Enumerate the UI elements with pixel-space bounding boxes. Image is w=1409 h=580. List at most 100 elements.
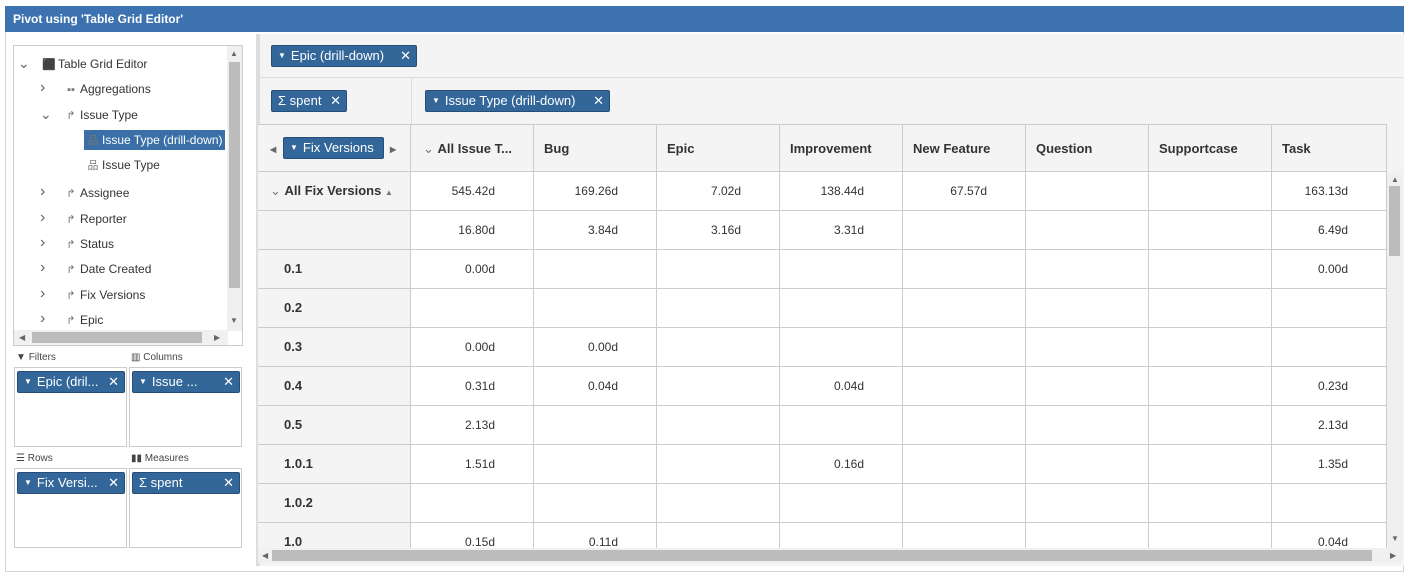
chevron-right-icon[interactable]: › [40, 79, 46, 96]
measures-chip-spent[interactable]: Σ spent ✕ [132, 472, 240, 494]
row-header[interactable] [258, 211, 411, 250]
table-cell[interactable] [780, 250, 903, 289]
table-cell[interactable] [903, 406, 1026, 445]
tree-item[interactable]: ↱ Fix Versions [62, 285, 145, 305]
table-cell[interactable] [903, 484, 1026, 523]
close-icon[interactable]: ✕ [108, 374, 119, 389]
pivot-row-chip[interactable]: ▼ Fix Versions [283, 137, 384, 159]
dropdown-icon[interactable]: ▼ [24, 377, 32, 386]
table-cell[interactable]: 3.16d [657, 211, 780, 250]
filters-chip-epic[interactable]: ▼ Epic (dril... ✕ [17, 371, 125, 393]
table-cell[interactable] [1026, 289, 1149, 328]
table-cell[interactable]: 2.13d [411, 406, 534, 445]
table-cell[interactable]: 169.26d [534, 172, 657, 211]
table-cell[interactable] [780, 484, 903, 523]
table-cell[interactable] [1149, 211, 1272, 250]
close-icon[interactable]: ✕ [330, 93, 341, 108]
table-cell[interactable] [780, 289, 903, 328]
tree-item[interactable]: ↱ Date Created [62, 259, 151, 279]
table-cell[interactable]: 0.04d [534, 367, 657, 406]
table-cell[interactable] [534, 445, 657, 484]
table-cell[interactable] [1272, 289, 1387, 328]
chevron-right-icon[interactable]: › [40, 183, 46, 200]
table-cell[interactable]: 0.00d [411, 328, 534, 367]
table-cell[interactable]: 3.31d [780, 211, 903, 250]
table-cell[interactable] [657, 406, 780, 445]
tree-item[interactable]: ↱ Issue Type [62, 105, 137, 125]
measures-zone[interactable]: Σ spent ✕ [129, 468, 242, 548]
table-cell[interactable]: 163.13d [1272, 172, 1387, 211]
right-arrow-icon[interactable]: ▶ [390, 145, 397, 154]
close-icon[interactable]: ✕ [223, 475, 234, 490]
tree-item[interactable]: 品 Issue Type [84, 155, 160, 175]
table-cell[interactable] [1149, 289, 1272, 328]
grid-vertical-scrollbar[interactable]: ▲ ▼ [1387, 172, 1402, 548]
row-header[interactable]: 0.1 [258, 250, 411, 289]
table-cell[interactable] [903, 211, 1026, 250]
sort-icon[interactable]: ▲ [384, 188, 393, 197]
column-header[interactable]: Epic [657, 124, 780, 172]
chevron-down-icon[interactable]: ⌄ [270, 183, 285, 198]
close-icon[interactable]: ✕ [593, 93, 604, 108]
table-cell[interactable] [1149, 172, 1272, 211]
chevron-right-icon[interactable]: › [40, 209, 46, 226]
table-cell[interactable] [1026, 211, 1149, 250]
table-cell[interactable]: 16.80d [411, 211, 534, 250]
row-header[interactable]: 1.0.2 [258, 484, 411, 523]
tree-item[interactable]: ↱ Reporter [62, 209, 126, 229]
chevron-right-icon[interactable]: › [40, 310, 46, 327]
table-cell[interactable]: 3.84d [534, 211, 657, 250]
table-cell[interactable] [1149, 367, 1272, 406]
table-cell[interactable] [780, 406, 903, 445]
table-cell[interactable] [903, 328, 1026, 367]
table-cell[interactable]: 138.44d [780, 172, 903, 211]
chevron-right-icon[interactable]: › [40, 259, 46, 276]
table-cell[interactable] [534, 289, 657, 328]
table-cell[interactable] [1272, 328, 1387, 367]
columns-chip-issue-type[interactable]: ▼ Issue ... ✕ [132, 371, 240, 393]
row-header[interactable]: 0.4 [258, 367, 411, 406]
table-cell[interactable]: 0.31d [411, 367, 534, 406]
table-cell[interactable]: 2.13d [1272, 406, 1387, 445]
table-cell[interactable] [1026, 445, 1149, 484]
dropdown-icon[interactable]: ▼ [24, 478, 32, 487]
left-arrow-icon[interactable]: ◀ [270, 145, 277, 154]
tree-vertical-scrollbar[interactable]: ▲ ▼ [227, 46, 242, 331]
table-cell[interactable] [534, 406, 657, 445]
table-cell[interactable]: 7.02d [657, 172, 780, 211]
filters-zone[interactable]: ▼ Epic (dril... ✕ [14, 367, 127, 447]
tree-item[interactable]: 品 Issue Type (drill-down) [84, 130, 225, 150]
chevron-right-icon[interactable]: › [40, 234, 46, 251]
columns-zone[interactable]: ▼ Issue ... ✕ [129, 367, 242, 447]
column-header[interactable]: Question [1026, 124, 1149, 172]
dropdown-icon[interactable]: ▼ [432, 96, 440, 105]
rows-chip-fix-versions[interactable]: ▼ Fix Versi... ✕ [17, 472, 125, 494]
row-header[interactable]: 0.5 [258, 406, 411, 445]
chevron-down-icon[interactable]: ⌄ [423, 141, 438, 156]
column-header[interactable]: New Feature [903, 124, 1026, 172]
chevron-down-icon[interactable]: ⌄ [40, 106, 52, 122]
table-cell[interactable] [657, 289, 780, 328]
row-header[interactable]: ⌄ All Fix Versions ▲ [258, 172, 411, 211]
column-header[interactable]: Bug [534, 124, 657, 172]
table-cell[interactable]: 1.35d [1272, 445, 1387, 484]
table-cell[interactable] [1149, 406, 1272, 445]
tree-horizontal-scrollbar[interactable]: ◀ ▶ [14, 330, 228, 345]
table-cell[interactable]: 67.57d [903, 172, 1026, 211]
table-cell[interactable] [903, 445, 1026, 484]
table-cell[interactable]: 6.49d [1272, 211, 1387, 250]
table-cell[interactable] [903, 250, 1026, 289]
table-cell[interactable]: 0.16d [780, 445, 903, 484]
table-cell[interactable]: 0.00d [411, 250, 534, 289]
column-header[interactable]: Improvement [780, 124, 903, 172]
table-cell[interactable] [1026, 250, 1149, 289]
table-cell[interactable] [903, 289, 1026, 328]
table-cell[interactable]: 0.00d [1272, 250, 1387, 289]
close-icon[interactable]: ✕ [108, 475, 119, 490]
rows-zone[interactable]: ▼ Fix Versi... ✕ [14, 468, 127, 548]
tree-item[interactable]: ↱ Status [62, 234, 114, 254]
table-cell[interactable] [657, 250, 780, 289]
table-cell[interactable] [657, 367, 780, 406]
tree-item[interactable]: ↱ Assignee [62, 183, 129, 203]
table-cell[interactable]: 1.51d [411, 445, 534, 484]
